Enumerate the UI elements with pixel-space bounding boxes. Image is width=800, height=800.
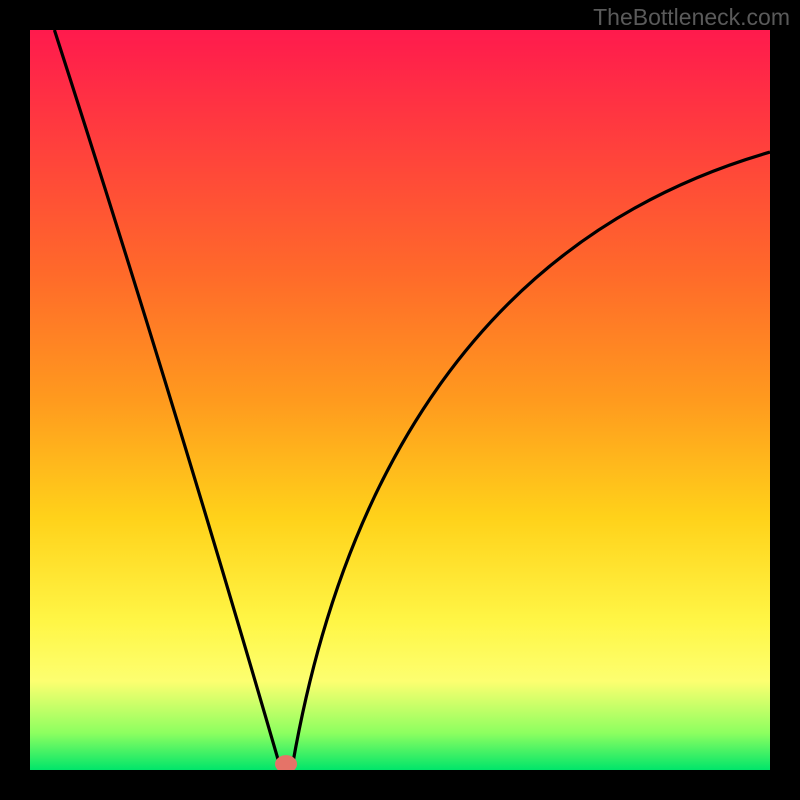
chart-root: TheBottleneck.com bbox=[0, 0, 800, 800]
plot-gradient-area bbox=[30, 30, 770, 770]
curve-svg bbox=[30, 30, 770, 770]
watermark-text: TheBottleneck.com bbox=[593, 4, 790, 31]
bottleneck-curve bbox=[54, 30, 770, 764]
